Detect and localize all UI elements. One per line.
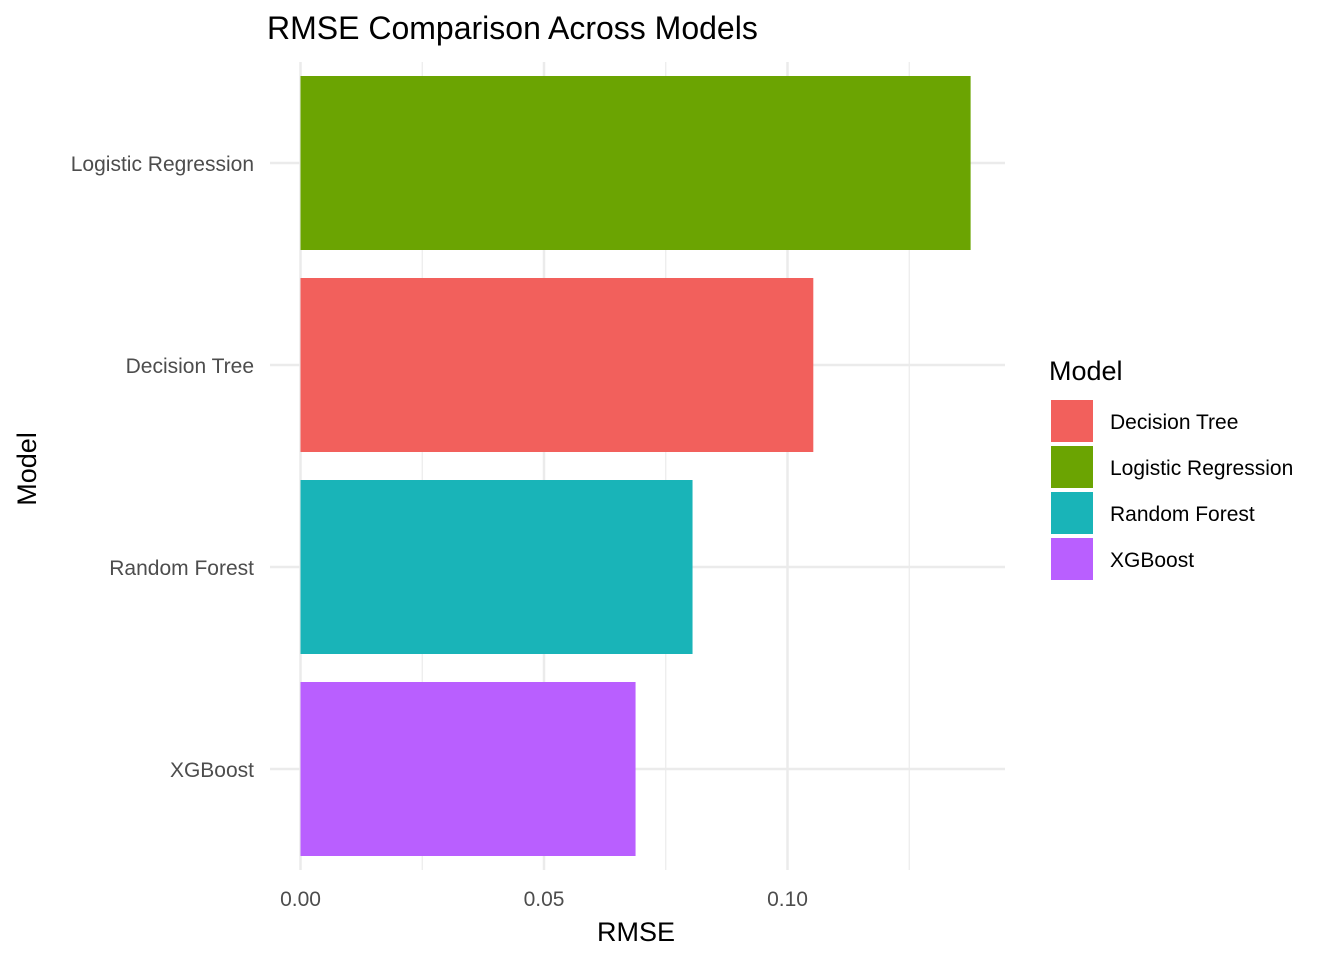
bar-random-forest (300, 480, 693, 654)
bars (300, 76, 971, 856)
y-tick-label-xgboost: XGBoost (170, 759, 254, 782)
legend-key-logistic-regression (1051, 446, 1093, 488)
legend-label-decision-tree: Decision Tree (1110, 411, 1238, 434)
chart-title: RMSE Comparison Across Models (267, 10, 758, 46)
x-axis-ticks: 0.00 0.05 0.10 (280, 888, 808, 911)
legend-title: Model (1049, 356, 1123, 386)
bar-logistic-regression (300, 76, 971, 250)
bar-decision-tree (300, 278, 814, 452)
x-tick-label-0-05: 0.05 (524, 888, 565, 911)
y-tick-label-decision-tree: Decision Tree (126, 355, 254, 378)
y-axis-ticks: XGBoost Random Forest Decision Tree Logisti… (71, 153, 254, 782)
legend-key-random-forest (1051, 492, 1093, 534)
x-tick-label-0-00: 0.00 (280, 888, 321, 911)
y-tick-label-logistic-regression: Logistic Regression (71, 153, 254, 176)
legend-label-logistic-regression: Logistic Regression (1110, 457, 1293, 480)
x-tick-label-0-10: 0.10 (767, 888, 808, 911)
x-axis-title: RMSE (597, 917, 675, 947)
legend-key-xgboost (1051, 538, 1093, 580)
legend-label-random-forest: Random Forest (1110, 503, 1255, 526)
legend-key-decision-tree (1051, 400, 1093, 442)
y-tick-label-random-forest: Random Forest (109, 557, 254, 580)
legend: Model Decision Tree Logistic Regression Ra… (1049, 356, 1293, 580)
y-axis-title: Model (12, 432, 42, 506)
bar-xgboost (300, 682, 636, 856)
legend-label-xgboost: XGBoost (1110, 549, 1194, 572)
